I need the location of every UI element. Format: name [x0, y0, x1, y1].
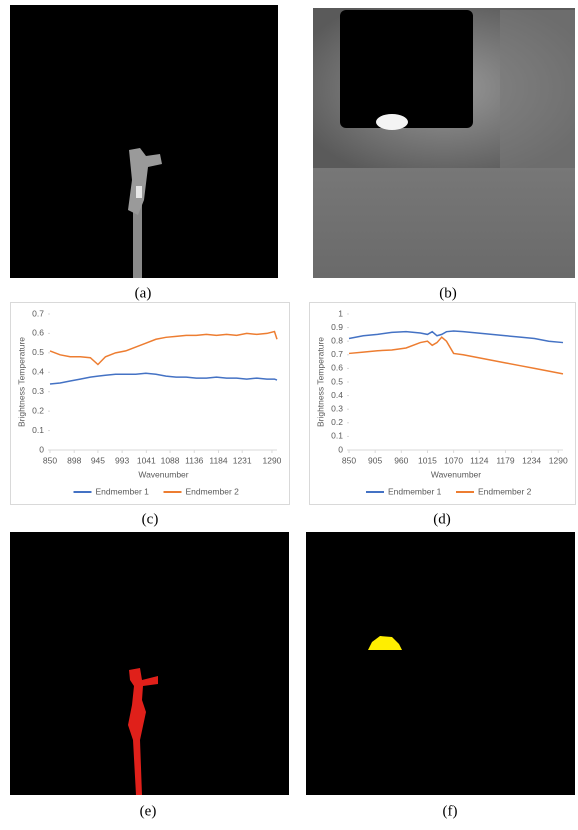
image-f	[306, 532, 575, 795]
x-tick-label: 1290	[549, 455, 568, 465]
chart-frame	[309, 302, 576, 505]
x-tick-label: 1136	[185, 455, 204, 465]
y-tick-label: 0.7	[32, 308, 44, 318]
x-axis-label: Wavenumber	[138, 469, 188, 479]
x-tick-label: 993	[115, 455, 129, 465]
x-tick-label: 1184	[209, 455, 228, 465]
x-tick-label: 1290	[262, 455, 281, 465]
y-tick-label: 0.8	[331, 335, 343, 345]
y-tick-label: 0	[39, 444, 44, 454]
y-tick-label: 0.2	[32, 405, 44, 415]
y-axis-label: Brightness Temperature	[315, 337, 325, 427]
x-tick-label: 945	[91, 455, 105, 465]
y-tick-label: 0.9	[331, 322, 343, 332]
x-tick-label: 1179	[496, 455, 515, 465]
series-line	[348, 336, 564, 375]
caption: (e)	[140, 803, 157, 819]
x-tick-label: 1041	[137, 455, 156, 465]
y-tick-label: 0.6	[331, 363, 343, 373]
x-axis-label: Wavenumber	[431, 469, 481, 479]
y-tick-label: 0.3	[331, 403, 343, 413]
x-tick-label: 850	[342, 455, 356, 465]
caption: (b)	[439, 285, 457, 301]
x-tick-label: 905	[368, 455, 382, 465]
caption: (a)	[135, 285, 152, 301]
x-tick-label: 1234	[522, 455, 541, 465]
image-b	[313, 8, 575, 278]
y-tick-label: 0.2	[331, 417, 343, 427]
y-tick-label: 0.4	[331, 390, 343, 400]
x-tick-label: 960	[394, 455, 408, 465]
y-tick-label: 0	[338, 444, 343, 454]
image-a	[10, 5, 278, 278]
x-tick-label: 850	[43, 455, 57, 465]
x-tick-label: 1124	[470, 455, 489, 465]
y-tick-label: 0.7	[331, 349, 343, 359]
x-tick-label: 1231	[233, 455, 252, 465]
legend-label: Endmember 1	[388, 486, 442, 496]
series-line	[49, 330, 278, 366]
y-tick-label: 0.5	[331, 376, 343, 386]
y-tick-label: 0.1	[331, 431, 343, 441]
y-axis-label: Brightness Temperature	[16, 337, 26, 427]
chart-frame	[10, 302, 290, 505]
y-tick-label: 0.5	[32, 347, 44, 357]
y-tick-label: 0.4	[32, 367, 44, 377]
y-tick-label: 0.3	[32, 386, 44, 396]
caption: (d)	[433, 511, 451, 527]
x-tick-label: 898	[67, 455, 81, 465]
series-line	[348, 330, 564, 344]
image-e	[10, 532, 289, 795]
caption: (c)	[142, 511, 159, 527]
y-tick-label: 0.6	[32, 328, 44, 338]
legend-label: Endmember 1	[96, 486, 150, 496]
y-tick-label: 0.1	[32, 425, 44, 435]
series-line	[49, 372, 278, 385]
legend-label: Endmember 2	[186, 486, 240, 496]
y-tick-label: 1	[338, 308, 343, 318]
caption: (f)	[443, 803, 458, 819]
legend-label: Endmember 2	[478, 486, 532, 496]
x-tick-label: 1070	[444, 455, 463, 465]
x-tick-label: 1015	[418, 455, 437, 465]
x-tick-label: 1088	[161, 455, 180, 465]
